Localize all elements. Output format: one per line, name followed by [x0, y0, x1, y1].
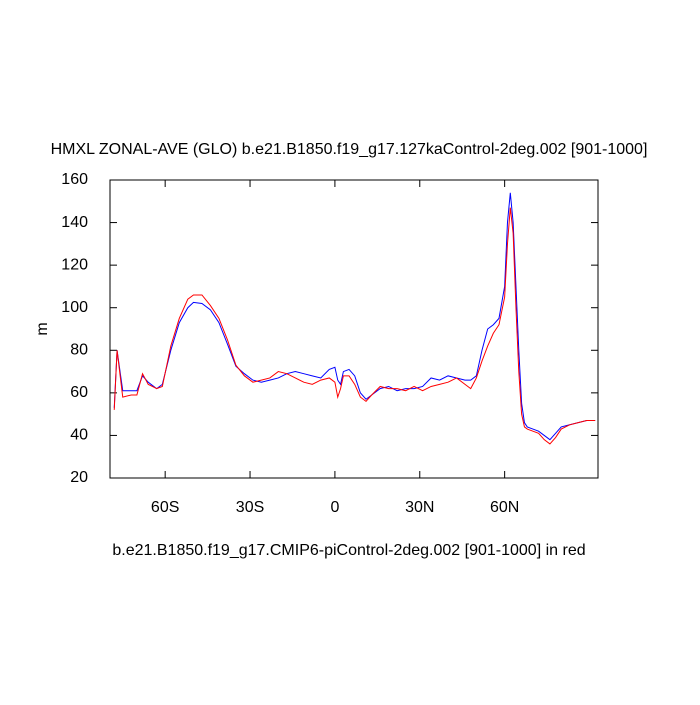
x-tick-label: 60S — [151, 499, 179, 516]
chart-title: HMXL ZONAL-AVE (GLO) b.e21.B1850.f19_g17… — [51, 141, 648, 158]
x-tick-label: 60N — [490, 499, 519, 516]
x-tick-label: 30N — [405, 499, 434, 516]
x-axis-label: b.e21.B1850.f19_g17.CMIP6-piControl-2deg… — [112, 542, 585, 559]
y-tick-label: 80 — [70, 342, 88, 359]
y-tick-label: 60 — [70, 384, 88, 401]
y-axis-label: m — [34, 322, 51, 335]
data-line — [113, 192, 596, 441]
x-tick-label: 0 — [330, 499, 339, 516]
y-tick-label: 160 — [61, 171, 88, 188]
y-tick-label: 140 — [61, 214, 88, 231]
y-tick-label: 20 — [70, 469, 88, 486]
y-tick-label: 40 — [70, 427, 88, 444]
y-tick-label: 120 — [61, 256, 88, 273]
plot-frame — [109, 179, 599, 479]
y-tick-label: 100 — [61, 299, 88, 316]
x-tick-label: 30S — [236, 499, 264, 516]
data-line — [113, 207, 596, 445]
